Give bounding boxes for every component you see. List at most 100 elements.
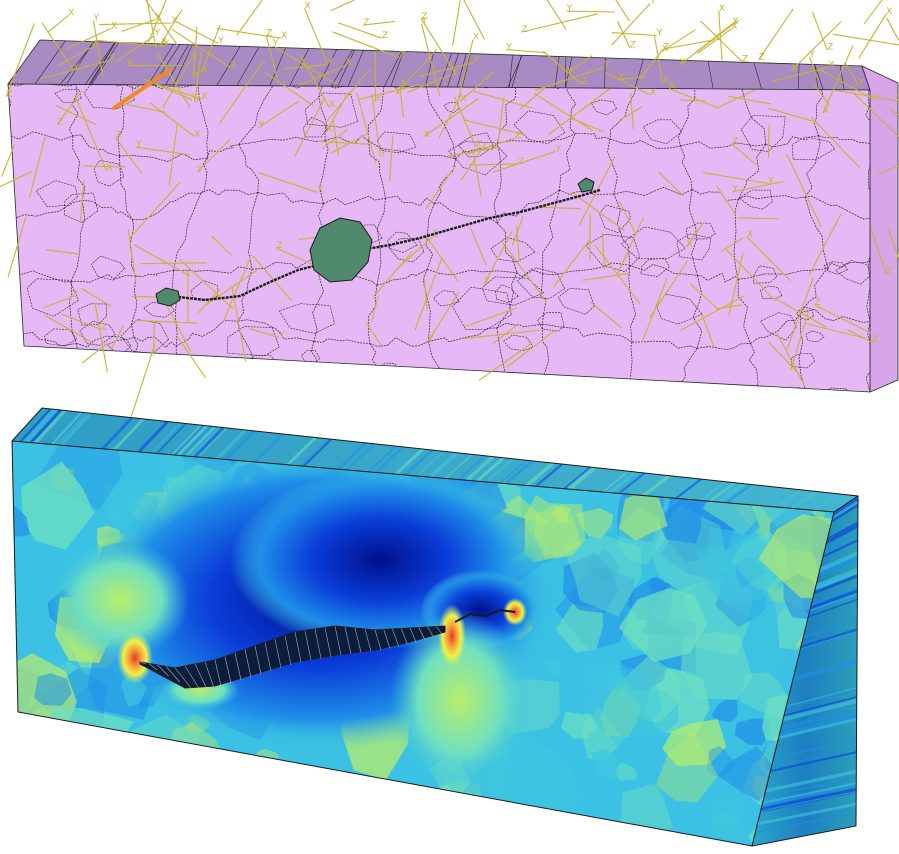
top-streak (791, 490, 818, 510)
triad-axis-line (454, 96, 477, 148)
field-patch (759, 459, 779, 484)
triad-axis-letter: Z (6, 90, 12, 100)
triad-axis-line (0, 170, 33, 188)
triad-axis-line (805, 323, 865, 339)
triad-axis-line (389, 135, 394, 182)
triad-axis-line (92, 20, 104, 76)
triad-axis-line (363, 20, 396, 26)
top-streak (156, 423, 187, 455)
side-streak (755, 811, 857, 834)
top-grain-line (34, 40, 66, 85)
grain-boundary-segment (496, 322, 543, 329)
field-patch (794, 441, 834, 498)
grain-boundary-segment (376, 198, 386, 286)
triad-axis-letter: X (615, 0, 621, 1)
triad-axis-letter: Y (272, 39, 279, 49)
triad-axis-line (728, 252, 744, 317)
top-streak (337, 441, 367, 471)
grain-boundary-segment (574, 132, 611, 140)
grain-boundary-segment (804, 135, 821, 198)
top-streak (26, 408, 60, 444)
triad-axis-line (776, 332, 805, 386)
triad-axis-letter: X (305, 1, 311, 11)
triad-axis-letter: X (423, 130, 429, 140)
triad-axis-letter: Y (194, 96, 201, 106)
top-grain-line (236, 46, 260, 86)
triad-axis-line (139, 262, 207, 265)
top-grain-line (347, 50, 364, 87)
triad-axis-letter: Y (566, 4, 573, 14)
top-streak (53, 411, 86, 446)
top-grain-line (753, 62, 762, 90)
triad-axis-line (373, 251, 413, 297)
triad-axis-line (521, 13, 598, 33)
top-streak (173, 424, 205, 456)
grain-boundary-segment (620, 226, 686, 260)
triad-axis-letter: X (886, 7, 892, 17)
triad-axis-line (571, 192, 625, 232)
triad-axis-line (696, 28, 732, 54)
field-patch (534, 504, 581, 559)
field-patch (312, 772, 342, 801)
triad-axis-letter: Z (515, 131, 521, 141)
side-streak (831, 504, 859, 523)
grain-boundary-segment (304, 92, 358, 128)
field-patch (583, 661, 627, 695)
grain-boundary-segment (628, 265, 637, 343)
triad-axis-line (720, 237, 744, 253)
triad-axis-letter: X (201, 92, 207, 102)
triad-axis-line (371, 296, 379, 323)
field-patch (28, 760, 72, 802)
grain-boundary-segment (697, 343, 751, 351)
triad-axis-line (542, 50, 582, 85)
field-patch (626, 441, 655, 472)
triad-axis-letter: Z (101, 323, 107, 333)
triad-axis-line (110, 324, 125, 350)
top-grain-line (509, 54, 513, 88)
triad-axis-line (149, 102, 195, 137)
top-streak (699, 480, 727, 502)
side-streak (783, 696, 857, 717)
top-streak (286, 436, 317, 466)
top-streak (394, 447, 425, 476)
triad-axis-letter: Y (191, 93, 198, 103)
triad-axis-line (222, 254, 253, 322)
side-streak (760, 787, 857, 813)
field-patch (34, 673, 72, 706)
top-grain-line (269, 47, 286, 86)
crack-hatch (374, 629, 382, 651)
triad-axis-line (819, 69, 875, 101)
triad-axis-line (322, 68, 371, 127)
triad-axis-line (177, 337, 207, 379)
triad-axis-line (877, 165, 899, 175)
triad-axis-letter: Z (732, 137, 738, 147)
field-patch (597, 441, 627, 458)
triad-axis-line (469, 163, 518, 166)
field-patch (26, 803, 46, 824)
triad-axis-letter: X (460, 94, 466, 104)
side-streak (792, 658, 858, 682)
top-streak (404, 449, 434, 477)
triad-axis-line (852, 91, 899, 138)
triad-axis-line (653, 35, 664, 83)
triad-axis-letter: Z (815, 298, 821, 308)
field-patch (709, 810, 744, 841)
triad-axis-line (303, 8, 328, 64)
grain-boundary-segment (800, 268, 829, 313)
triad-axis-line (666, 39, 714, 50)
triad-axis-line (737, 217, 779, 220)
triad-axis-line (617, 75, 646, 81)
triad-axis-line (176, 21, 219, 44)
triad-axis-letter: X (823, 106, 829, 116)
grain-boundary-segment (117, 84, 125, 157)
triad-axis-letter: X (791, 64, 797, 74)
side-streak (786, 687, 857, 707)
grain-boundary-segment (673, 389, 754, 392)
triad-axis-line (498, 97, 505, 139)
grain-boundary-segment (79, 320, 116, 346)
triad-axis-line (639, 49, 664, 80)
field-patch (69, 788, 144, 846)
triad-axis-letter: Z (581, 77, 587, 87)
triad-axis-line (44, 314, 94, 344)
crack-hatch (148, 663, 158, 671)
